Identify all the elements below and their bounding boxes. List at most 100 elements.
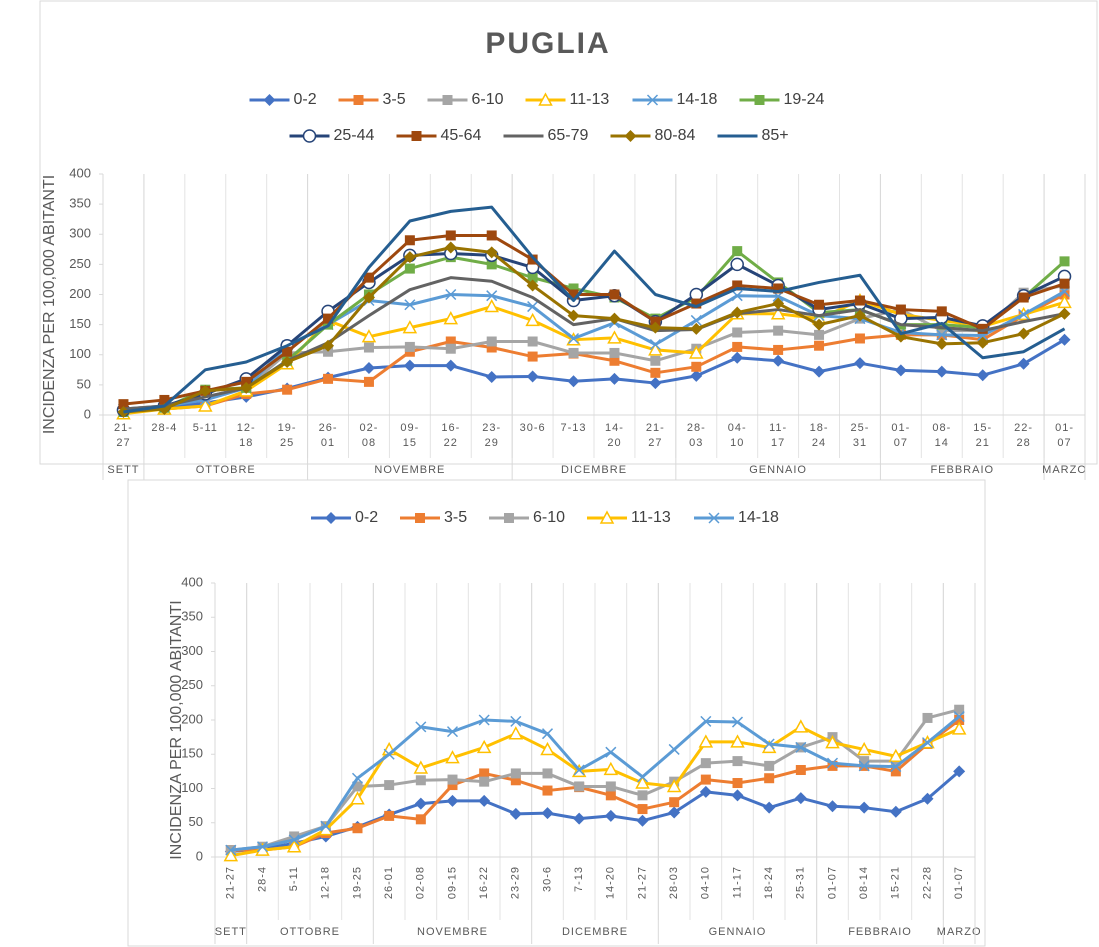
series-line: [123, 252, 1066, 412]
point: [363, 376, 374, 387]
legend-marker: [646, 94, 659, 106]
legend-label: 14-18: [677, 91, 718, 108]
point: [826, 800, 839, 813]
x-tick-label: 19-25: [351, 866, 363, 899]
point: [605, 746, 617, 758]
x-tick-label: 15-21: [890, 866, 902, 899]
point: [527, 301, 539, 313]
point: [858, 760, 870, 772]
point: [446, 794, 459, 807]
point: [527, 272, 538, 283]
point: [773, 283, 784, 294]
point: [977, 323, 988, 334]
point: [732, 778, 743, 789]
point: [825, 735, 840, 749]
legend-marker: [708, 512, 720, 524]
y-tick-label: 150: [181, 746, 203, 761]
point: [363, 342, 374, 353]
series-line: [230, 708, 960, 852]
point: [603, 761, 619, 776]
legend-marker: [538, 92, 553, 106]
point: [773, 344, 784, 355]
month-label: GENNAIO: [709, 926, 767, 938]
point: [574, 781, 585, 792]
month-label: MARZO: [937, 926, 982, 938]
point: [700, 774, 711, 785]
point: [510, 775, 521, 786]
point: [486, 336, 497, 347]
x-tick-label: 04-10: [728, 422, 747, 449]
point: [256, 841, 269, 853]
x-tick-label: 21-27: [114, 422, 133, 449]
y-tick-label: 0: [196, 848, 203, 863]
y-tick-label: 150: [69, 316, 91, 331]
legend-label: 3-5: [444, 509, 467, 526]
point: [225, 844, 237, 856]
point: [609, 355, 620, 366]
point: [1018, 308, 1030, 320]
point: [764, 760, 775, 771]
point: [637, 790, 648, 801]
point: [650, 355, 661, 366]
y-tick-label: 200: [69, 286, 91, 301]
series-line: [123, 283, 1065, 411]
point: [635, 775, 650, 789]
point: [976, 336, 989, 349]
point: [542, 768, 553, 779]
point: [445, 230, 456, 241]
legend-label: 85+: [762, 127, 789, 144]
legend-label: 45-64: [441, 127, 482, 144]
point: [352, 781, 363, 792]
point: [240, 381, 253, 394]
x-tick-label: 22-28: [1014, 422, 1033, 449]
point: [117, 405, 130, 418]
x-tick-label: 28-03: [687, 422, 706, 449]
point: [443, 311, 459, 325]
y-tick-label: 100: [181, 780, 203, 795]
point: [608, 312, 621, 325]
point: [350, 791, 365, 805]
point: [383, 748, 395, 760]
point: [1058, 333, 1071, 346]
point: [351, 772, 364, 784]
point: [813, 365, 826, 378]
point: [609, 347, 620, 358]
x-tick-label: 7-13: [573, 866, 585, 892]
point: [608, 372, 621, 385]
legend-label: 3-5: [383, 91, 406, 108]
point: [921, 792, 934, 805]
point: [384, 780, 395, 791]
month-label: SETT: [215, 926, 247, 938]
legend-label: 65-79: [548, 127, 589, 144]
point: [921, 737, 934, 749]
month-label: DICEMBRE: [561, 464, 627, 476]
x-tick-label: 26-01: [319, 422, 338, 449]
point: [648, 342, 663, 356]
point: [527, 254, 538, 265]
x-tick-label: 18-24: [810, 422, 829, 449]
x-tick-label: 14-20: [605, 422, 624, 449]
point: [922, 712, 933, 723]
point: [669, 797, 680, 808]
series-line: [123, 233, 1066, 406]
point: [763, 738, 775, 750]
point: [770, 306, 786, 320]
x-tick-label: 28-03: [668, 866, 680, 899]
point: [888, 748, 904, 763]
point: [445, 288, 457, 301]
x-tick-label: 15-21: [973, 422, 992, 449]
point: [853, 357, 866, 370]
point: [1059, 278, 1070, 289]
point: [690, 322, 703, 335]
x-tick-label: 26-01: [383, 866, 395, 899]
point: [568, 347, 579, 358]
x-tick-label: 30-6: [520, 422, 546, 434]
y-axis-label: INCIDENZA PER 100,000 ABITANTI: [41, 175, 58, 434]
point: [447, 774, 458, 785]
point: [954, 704, 965, 715]
legend-label: 11-13: [570, 91, 610, 108]
bottom-panel: [127, 479, 986, 947]
point: [323, 313, 334, 324]
point: [605, 790, 616, 801]
series-line: [230, 718, 961, 852]
